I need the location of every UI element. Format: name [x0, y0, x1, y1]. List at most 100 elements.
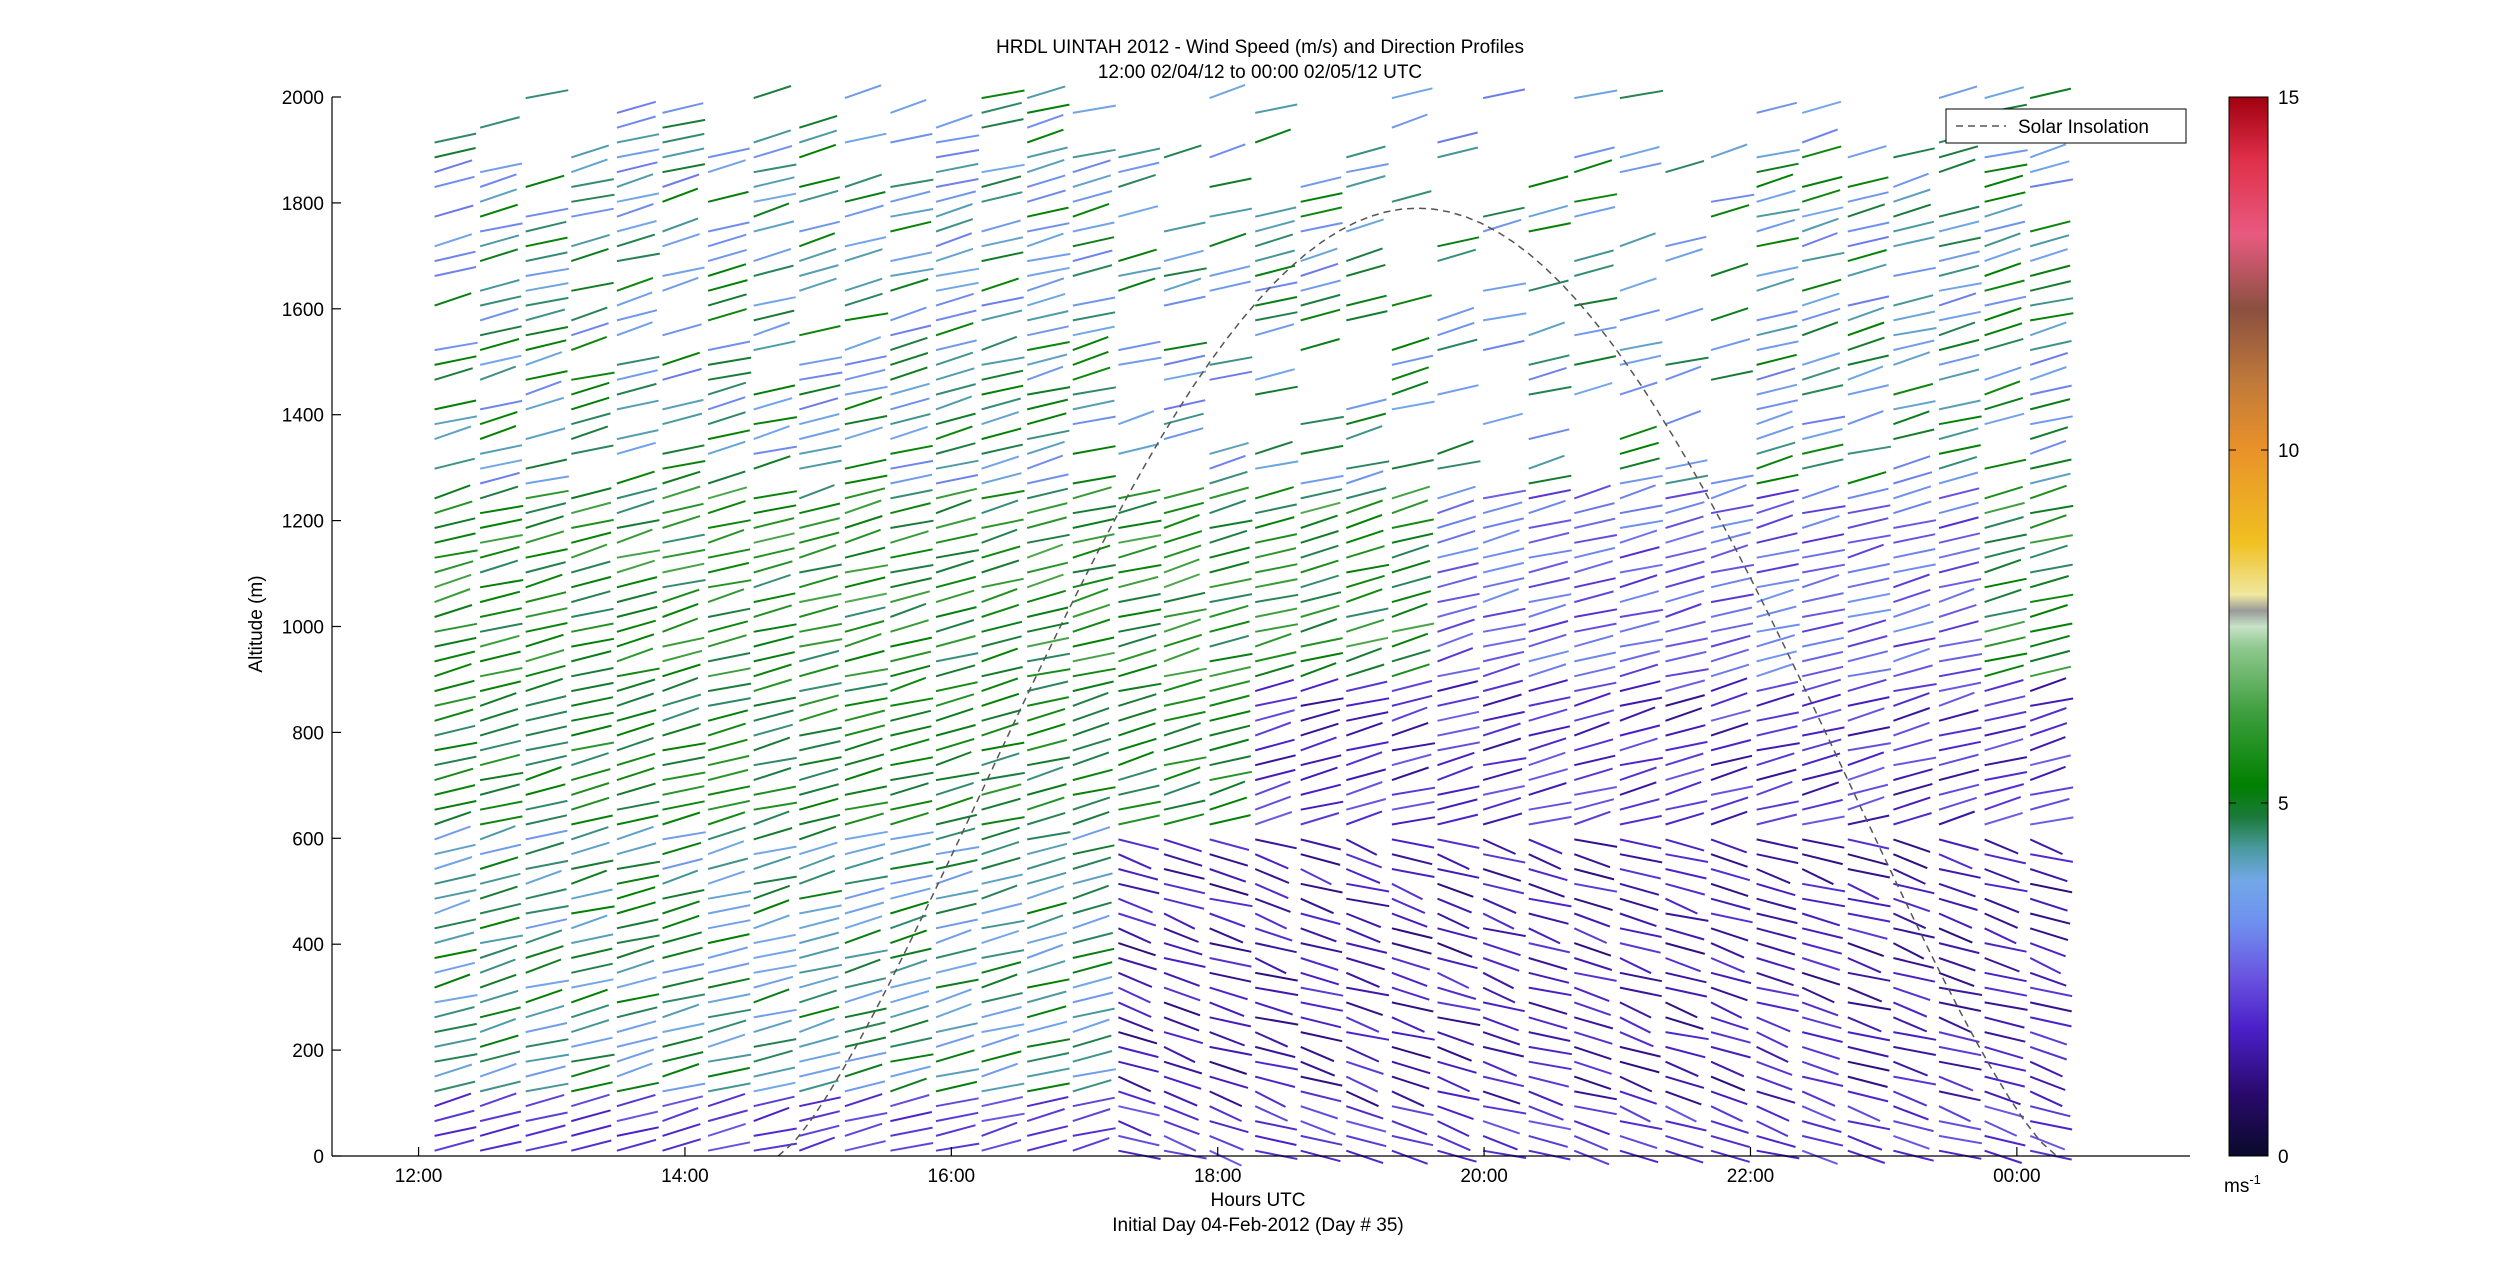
- wind-vector: [434, 961, 476, 974]
- wind-vector: [1528, 942, 1571, 954]
- wind-vector: [1619, 882, 1660, 896]
- wind-vector: [1756, 605, 1797, 618]
- wind-vector: [2029, 1045, 2068, 1061]
- wind-vector: [662, 147, 705, 159]
- wind-vector: [1528, 1149, 1571, 1161]
- wind-vector: [1437, 1090, 1480, 1101]
- wind-vector: [981, 384, 1024, 396]
- wind-vector: [799, 1051, 841, 1063]
- wind-vector: [616, 1020, 657, 1034]
- wind-vector: [1346, 711, 1389, 722]
- wind-vector: [525, 649, 565, 663]
- wind-vector: [1574, 1090, 1617, 1101]
- wind-vector: [1391, 499, 1429, 515]
- wind-vector: [1391, 912, 1428, 928]
- wind-vector: [1801, 1134, 1844, 1147]
- wind-vector: [1300, 1120, 1336, 1136]
- wind-vector: [1255, 311, 1298, 322]
- wind-vector: [1482, 986, 1516, 1004]
- wind-vector: [1528, 768, 1568, 782]
- wind-vector: [1209, 604, 1249, 618]
- wind-vector: [707, 1066, 751, 1078]
- wind-vector: [890, 619, 929, 633]
- wind-vector: [1254, 1075, 1296, 1088]
- wind-vector: [935, 162, 979, 174]
- wind-vector: [570, 782, 610, 796]
- wind-vector: [981, 163, 1025, 174]
- wind-vector: [1072, 325, 1115, 337]
- wind-vector: [1938, 927, 1973, 944]
- wind-vector: [1619, 232, 1656, 248]
- wind-vector: [1528, 531, 1570, 544]
- wind-vector: [981, 929, 1020, 945]
- y-tick-label: 2000: [282, 88, 324, 109]
- wind-vector: [2029, 234, 2070, 248]
- wind-vector: [1163, 756, 1207, 767]
- x-tick-label: 22:00: [1727, 1166, 1775, 1187]
- wind-vector: [1345, 529, 1384, 544]
- wind-vector: [1072, 533, 1115, 544]
- wind-vector: [1482, 1031, 1521, 1046]
- wind-vector: [1665, 1120, 1707, 1132]
- wind-vector: [798, 1136, 836, 1152]
- wind-vector: [570, 543, 608, 559]
- wind-vector: [707, 579, 752, 589]
- wind-vector: [662, 187, 699, 203]
- wind-vector: [616, 1081, 660, 1093]
- wind-vector: [1574, 634, 1614, 648]
- wind-vector: [570, 1004, 610, 1019]
- wind-vector: [935, 606, 977, 618]
- wind-vector: [707, 190, 749, 203]
- wind-vector: [662, 742, 706, 752]
- wind-vector: [1345, 853, 1383, 869]
- wind-vector: [707, 340, 751, 352]
- wind-vector: [662, 233, 700, 248]
- wind-vector: [1346, 1031, 1390, 1041]
- wind-vector: [981, 841, 1020, 856]
- wind-vector: [1893, 647, 1931, 663]
- wind-vector: [799, 604, 839, 618]
- wind-vector: [799, 797, 839, 811]
- wind-vector: [571, 1124, 612, 1137]
- wind-vector: [1984, 927, 2017, 945]
- wind-vector: [890, 1111, 933, 1123]
- wind-vector: [1391, 590, 1432, 604]
- wind-vector: [1163, 1046, 1196, 1064]
- wind-vector: [1482, 679, 1524, 693]
- wind-vector: [2030, 312, 2074, 322]
- wind-vector: [1026, 573, 1064, 589]
- wind-vector: [1209, 1060, 1248, 1075]
- wind-vector: [753, 1038, 797, 1048]
- wind-vector: [1893, 664, 1933, 678]
- wind-vector: [1163, 781, 1201, 796]
- wind-vector: [1072, 350, 1109, 366]
- wind-vector: [662, 163, 706, 174]
- wind-vector: [981, 949, 1025, 959]
- wind-vector: [479, 973, 517, 989]
- wind-vector: [1027, 533, 1070, 544]
- wind-vector: [1801, 514, 1840, 529]
- wind-vector: [1619, 563, 1663, 574]
- wind-vector: [1346, 310, 1388, 322]
- wind-vector: [1209, 519, 1253, 529]
- wind-vector: [1574, 754, 1616, 767]
- wind-vector: [1437, 605, 1478, 618]
- wind-vector: [1847, 203, 1886, 218]
- wind-vector: [2029, 458, 2072, 470]
- wind-vector: [1619, 574, 1658, 589]
- wind-vector: [1072, 1137, 1110, 1152]
- wind-vector: [1254, 1045, 1296, 1059]
- wind-vector: [1255, 578, 1298, 589]
- wind-vector: [1026, 722, 1066, 737]
- wind-vector: [1209, 593, 1253, 604]
- wind-vector: [1437, 1001, 1481, 1012]
- wind-vector: [1209, 486, 1249, 500]
- wind-vector: [844, 1093, 883, 1108]
- wind-vector: [1756, 237, 1799, 248]
- wind-vector: [1482, 312, 1527, 322]
- wind-vector: [707, 811, 746, 826]
- wind-vector: [1756, 277, 1795, 292]
- wind-vector: [1345, 912, 1382, 929]
- wind-vector: [1345, 1149, 1384, 1165]
- wind-vector: [1072, 667, 1116, 678]
